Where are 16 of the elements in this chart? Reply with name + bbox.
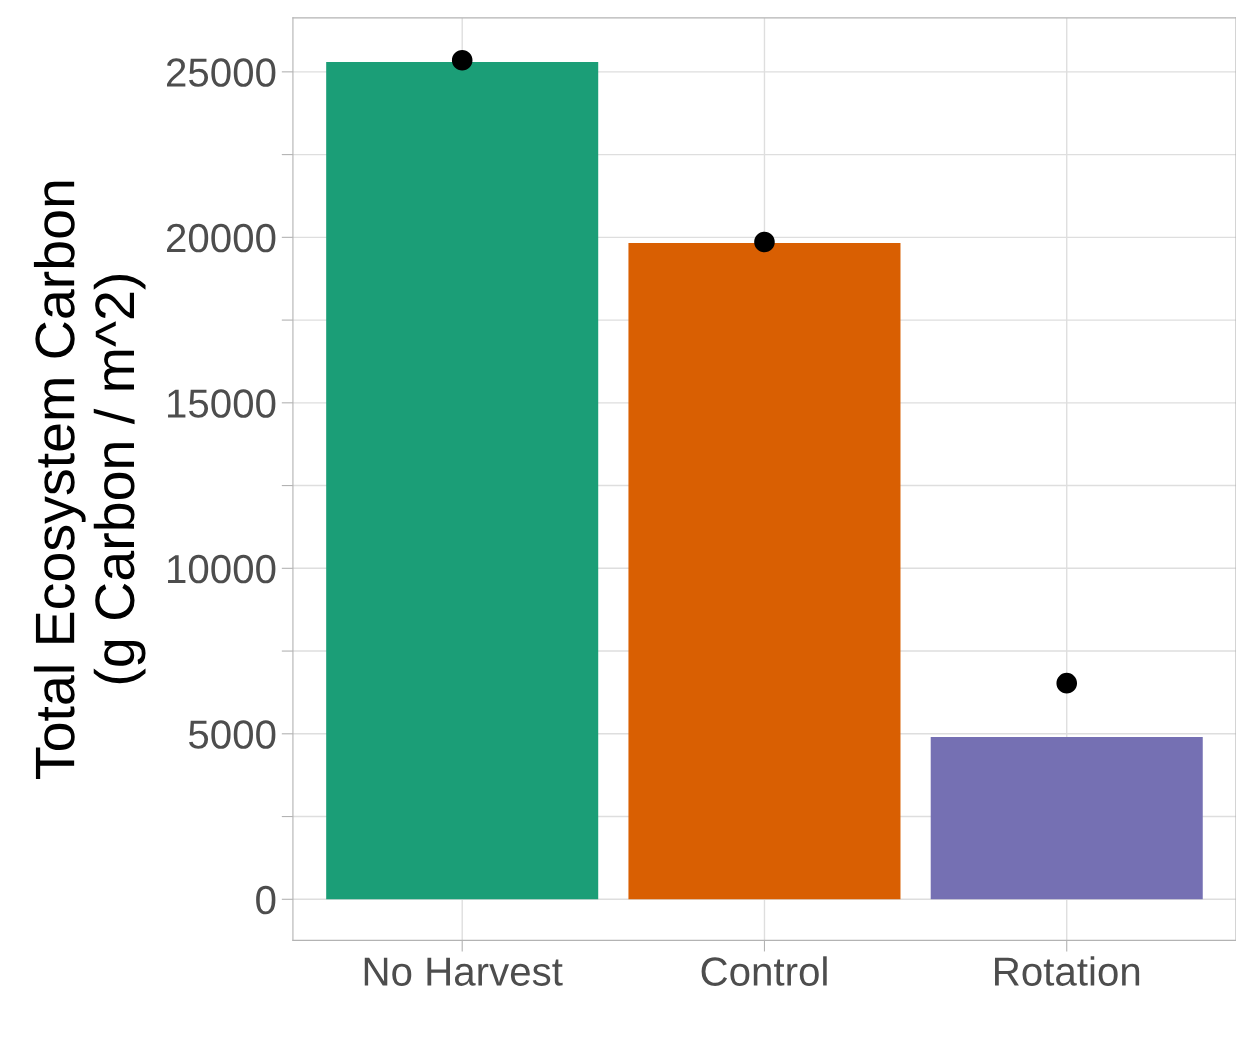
y-tick-label: 15000 — [168, 389, 276, 418]
x-tick-label: Rotation — [995, 956, 1140, 986]
x-tick-label: Control — [701, 956, 827, 986]
y-axis-title: Total Ecosystem Carbon (g Carbon / m^2) — [33, 181, 146, 779]
point — [451, 49, 473, 71]
x-tick-label: No Harvest — [364, 957, 563, 986]
bar — [930, 737, 1203, 900]
bar — [326, 61, 599, 900]
point — [1056, 672, 1078, 694]
y-tick-label: 10000 — [168, 554, 276, 584]
bar — [628, 242, 901, 900]
y-tick-label: 0 — [256, 885, 276, 915]
point — [754, 231, 775, 253]
y-tick-label: 20000 — [167, 223, 276, 253]
y-tick-label: 5000 — [188, 720, 276, 749]
y-tick-label: 25000 — [167, 58, 276, 87]
